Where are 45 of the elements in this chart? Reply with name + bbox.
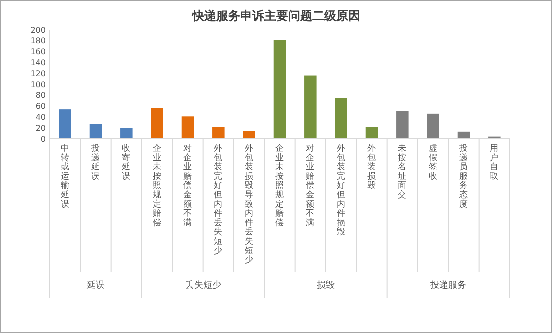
bar <box>304 76 317 139</box>
x-tick-label: 投递延误 <box>90 143 100 182</box>
category-label: 外包装损毁导致内件丢失短少 <box>244 144 254 266</box>
y-tick-label: 0 <box>40 134 46 144</box>
bar <box>458 132 470 139</box>
y-tick-label: 100 <box>30 80 46 90</box>
x-tick-label: 投递员服务态度 <box>458 143 468 210</box>
y-tick-label: 80 <box>36 91 46 100</box>
text: 投递服务 <box>430 280 467 291</box>
category-label: 企业未按照规定赔偿 <box>152 144 162 228</box>
x-tick-label: 中转或运输延误 <box>60 143 70 210</box>
bar <box>335 98 348 139</box>
bar <box>366 127 378 139</box>
bar <box>396 111 409 139</box>
bar <box>212 127 225 139</box>
y-tick-label: 180 <box>30 36 46 46</box>
text: 损毁 <box>317 280 335 291</box>
chart-title: 快递服务申诉主要问题二级原因 <box>192 9 360 23</box>
x-tick-label: 未按名址面交 <box>397 143 408 200</box>
y-tick-label: 120 <box>30 69 46 78</box>
y-tick-label: 60 <box>36 102 46 112</box>
y-tick-label: 140 <box>30 58 46 68</box>
x-tick-label: 用户自取 <box>490 144 500 182</box>
bar <box>59 110 72 139</box>
bar <box>243 131 256 139</box>
bar <box>90 124 102 139</box>
x-tick-label: 收寄延误 <box>121 143 132 182</box>
bar <box>274 40 286 139</box>
bar <box>182 116 194 139</box>
bar <box>427 114 440 139</box>
x-tick-label: 外包装损毁 <box>368 143 376 192</box>
bar <box>120 128 133 139</box>
category-label: 对企业赔偿金额不满 <box>184 144 192 228</box>
category-label: 对企业赔偿金额不满 <box>306 144 316 228</box>
y-tick-label: 20 <box>36 124 46 133</box>
text: 丢失短少 <box>185 280 222 291</box>
x-tick-label: 虚假签收 <box>428 143 438 182</box>
text: 延误 <box>86 280 105 291</box>
y-tick-label: 200 <box>30 26 46 35</box>
category-label: 企业未按照规定赔偿 <box>276 144 284 228</box>
category-label: 外包装完好但内件丢失短少 <box>214 144 224 256</box>
category-label: 外包装完好但内件损毁 <box>336 144 346 238</box>
y-tick-label: 40 <box>36 113 46 122</box>
y-tick-label: 160 <box>30 48 46 57</box>
bar <box>151 108 164 139</box>
